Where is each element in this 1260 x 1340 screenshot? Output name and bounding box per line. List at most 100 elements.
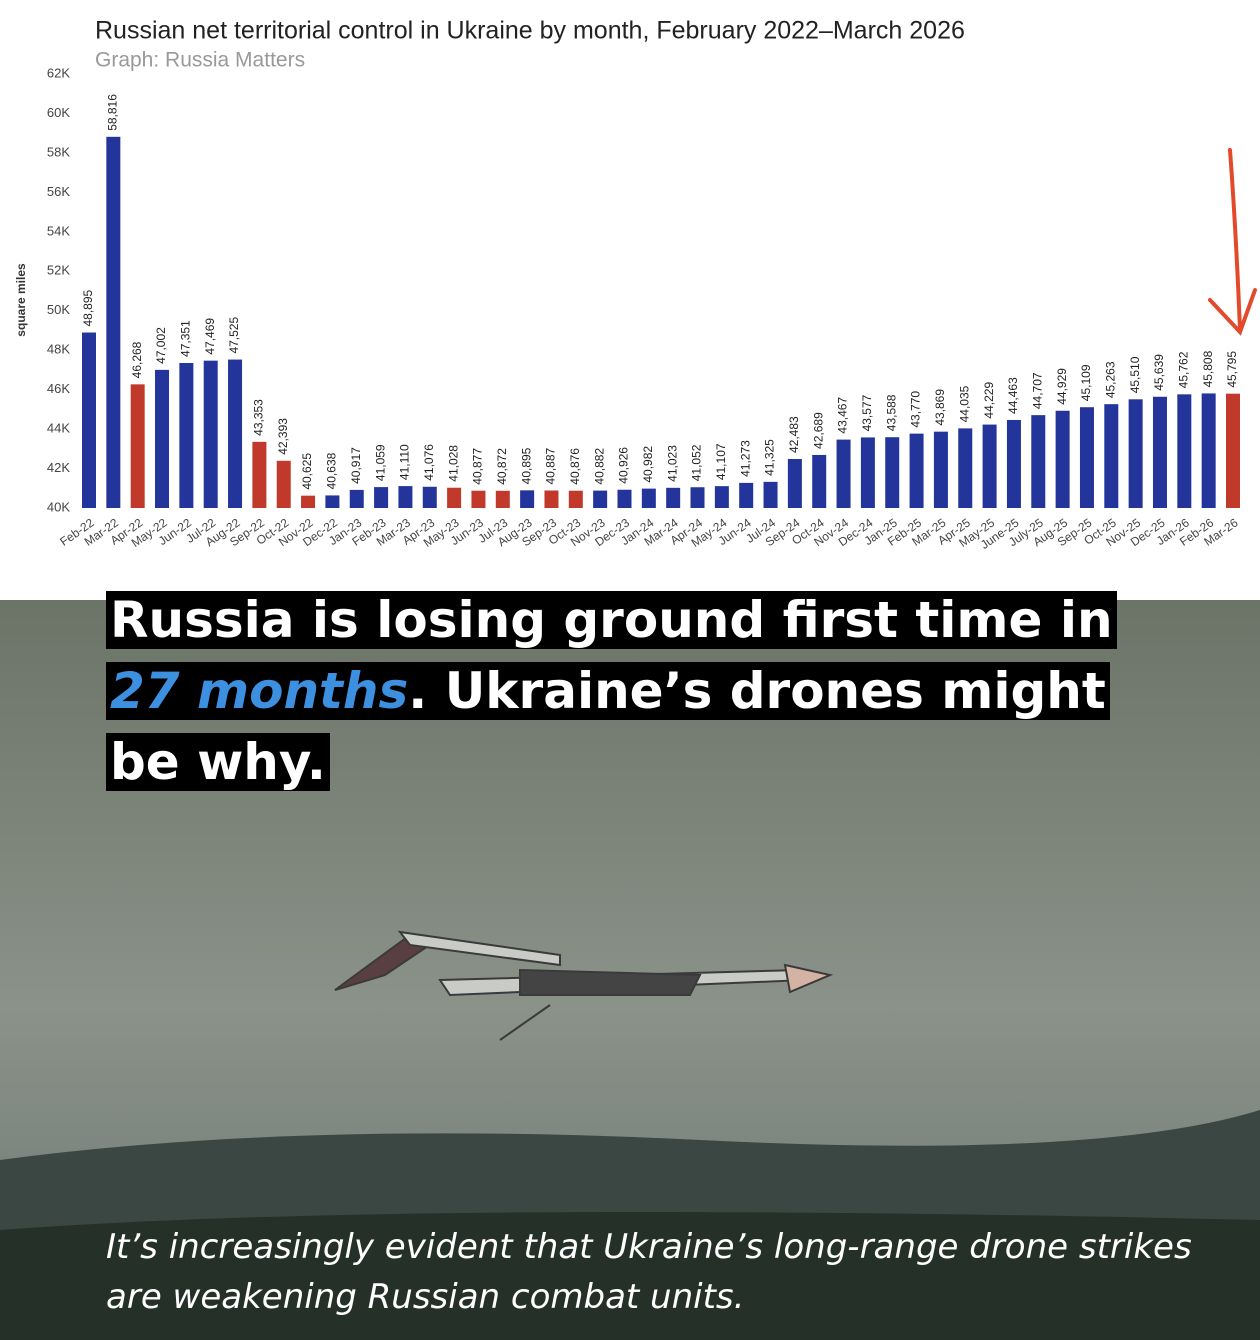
value-label: 44,929 [1055, 368, 1069, 405]
bar [447, 487, 462, 508]
bar [544, 490, 559, 508]
value-label: 45,263 [1103, 361, 1117, 398]
bar [666, 487, 681, 508]
bar [349, 489, 364, 508]
bar [130, 384, 145, 508]
bar [179, 362, 194, 508]
bar [641, 488, 656, 508]
value-label: 43,770 [909, 391, 923, 428]
value-label: 40,625 [300, 453, 314, 490]
value-label: 41,023 [665, 445, 679, 482]
chart-title: Russian net territorial control in Ukrai… [95, 17, 965, 45]
bar [82, 332, 96, 508]
headline: Russia is losing ground first time in 27… [106, 585, 1166, 798]
bar [860, 437, 875, 508]
value-label: 40,876 [568, 448, 582, 485]
y-tick-label: 54K [47, 223, 70, 238]
value-label: 44,707 [1030, 372, 1044, 409]
chart: Russian net territorial control in Ukrai… [14, 17, 1257, 552]
chart-subtitle: Graph: Russia Matters [95, 49, 305, 72]
y-tick-label: 58K [47, 144, 70, 159]
bar [593, 490, 608, 508]
caption: It’s increasingly evident that Ukraine’s… [106, 1227, 1192, 1317]
value-label: 42,393 [276, 418, 290, 455]
bar [1055, 410, 1070, 508]
y-tick-label: 46K [47, 381, 70, 396]
value-label: 40,926 [617, 447, 631, 484]
bar [933, 431, 948, 508]
value-label: 41,076 [422, 444, 436, 481]
value-label: 41,273 [738, 440, 752, 477]
y-axis-title: square miles [14, 263, 28, 337]
value-label: 40,917 [349, 447, 363, 484]
bar [568, 490, 583, 508]
value-label: 41,325 [763, 439, 777, 476]
bar [276, 460, 291, 508]
bar [203, 360, 218, 508]
value-label: 40,638 [325, 452, 339, 489]
bar [155, 369, 170, 508]
bar [520, 490, 535, 508]
value-label: 44,463 [1006, 377, 1020, 414]
bar [398, 486, 413, 508]
bar [1177, 394, 1192, 508]
bar [1128, 399, 1143, 508]
value-label: 41,107 [714, 443, 728, 480]
value-label: 47,525 [227, 317, 241, 354]
value-label: 41,052 [690, 444, 704, 481]
headline-highlight: 27 months [110, 662, 409, 720]
value-label: 45,762 [1176, 351, 1190, 388]
value-label: 45,639 [1152, 354, 1166, 391]
bar [885, 437, 900, 508]
headline-text: Russia is losing ground first time in 27… [106, 591, 1117, 791]
value-label: 47,469 [203, 318, 217, 355]
bar [1079, 407, 1094, 508]
bar [228, 359, 243, 508]
bar [374, 487, 389, 508]
bar [252, 441, 267, 508]
bar [836, 439, 851, 508]
bar [495, 490, 510, 508]
bar [690, 487, 705, 508]
value-label: 44,229 [982, 382, 996, 419]
bar [812, 454, 827, 508]
bar [982, 424, 997, 508]
bar [1226, 393, 1240, 508]
bar [1152, 396, 1167, 508]
value-label: 40,887 [544, 447, 558, 484]
y-tick-label: 44K [47, 421, 70, 436]
value-label: 41,110 [398, 444, 412, 480]
y-tick-label: 50K [47, 302, 70, 317]
bar [763, 481, 778, 508]
value-label: 43,467 [836, 397, 850, 434]
value-label: 45,808 [1201, 350, 1215, 387]
value-label: 42,689 [811, 412, 825, 449]
bar [106, 136, 121, 508]
bar [714, 486, 729, 508]
y-tick-label: 56K [47, 184, 70, 199]
value-label: 43,588 [884, 394, 898, 431]
bar [617, 489, 632, 508]
bar [909, 433, 924, 508]
y-tick-label: 62K [47, 65, 70, 80]
value-label: 44,035 [957, 385, 971, 422]
bar [325, 495, 340, 508]
value-label: 58,816 [106, 94, 120, 131]
headline-part: . Ukraine’s drones might be why. [110, 662, 1106, 791]
bar [1006, 419, 1021, 508]
value-label: 45,795 [1225, 351, 1239, 388]
bar [787, 459, 802, 508]
bar [739, 482, 754, 508]
y-tick-label: 40K [47, 499, 70, 514]
headline-part: Russia is losing ground first time in [110, 591, 1113, 649]
value-label: 48,895 [81, 289, 95, 326]
bar [301, 495, 316, 508]
drone-photo [0, 600, 1260, 1340]
bar [471, 490, 486, 508]
value-label: 46,268 [130, 341, 144, 378]
value-label: 40,872 [495, 448, 509, 485]
value-label: 45,510 [1128, 356, 1142, 393]
arrow [1208, 148, 1257, 336]
y-tick-label: 42K [47, 460, 70, 475]
